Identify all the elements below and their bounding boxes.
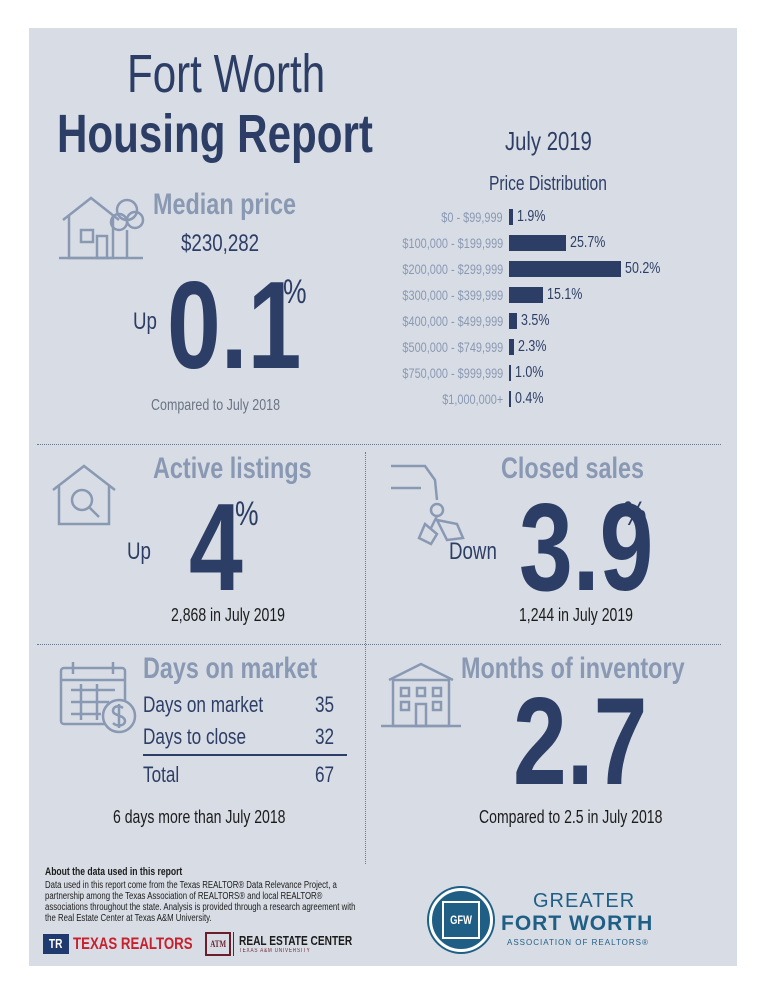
gfw-logo-emblem: GFW	[429, 888, 493, 952]
bar-category-label: $1,000,000+	[441, 391, 503, 407]
report-period: July 2019	[505, 126, 592, 156]
bar-1	[509, 209, 513, 225]
texas-realtors-wordmark: TEXAS REALTORS	[73, 934, 193, 953]
closed-sales-detail: 1,244 in July 2019	[519, 605, 633, 625]
bar-2	[509, 235, 566, 251]
bar-3	[509, 261, 621, 277]
texas-am-logo: ATM	[205, 932, 231, 956]
price-distribution-title: Price Distribution	[489, 173, 607, 195]
divider-top	[37, 444, 721, 445]
bar-category-label: $400,000 - $499,999	[402, 313, 503, 329]
bar-category-label: $300,000 - $399,999	[402, 287, 503, 303]
closed-sales-direction: Down	[449, 538, 497, 565]
real-estate-center-name: REAL ESTATE CENTER	[239, 933, 353, 948]
texas-realtors-logo-mark: TR	[43, 934, 69, 954]
report-sheet: Fort Worth Housing Report July 2019 Medi…	[29, 28, 737, 966]
gfw-emblem-monogram: GFW	[442, 901, 480, 939]
bar-5	[509, 313, 517, 329]
days-on-market-heading: Days on market	[143, 652, 318, 685]
about-title: About the data used in this report	[45, 866, 183, 878]
dtc-row-value: 32	[315, 724, 335, 749]
bar-4	[509, 287, 543, 303]
gfw-line-1: GREATER	[533, 890, 636, 912]
house-search-icon	[49, 460, 119, 530]
about-text: Data used in this report come from the T…	[45, 880, 356, 924]
bar-category-label: $200,000 - $299,999	[402, 261, 503, 277]
inventory-heading: Months of inventory	[461, 652, 685, 685]
active-listings-direction: Up	[127, 538, 151, 565]
title-line-1: Fort Worth	[127, 44, 326, 104]
total-label: Total	[143, 762, 180, 787]
bar-value-label: 2.3%	[518, 338, 547, 355]
bar-category-label: $0 - $99,999	[441, 209, 503, 225]
gfw-line-2: FORT WORTH	[501, 912, 654, 935]
dom-row-value: 35	[315, 692, 335, 717]
inventory-comparison: Compared to 2.5 in July 2018	[479, 807, 663, 827]
closed-sales-percent-sign: %	[623, 495, 647, 533]
divider-middle	[37, 644, 721, 645]
gfw-line-3: ASSOCIATION OF REALTORS®	[507, 938, 649, 947]
bar-7	[509, 365, 511, 381]
bar-8	[509, 391, 511, 407]
active-listings-percent-sign: %	[235, 495, 259, 533]
inventory-value: 2.7	[513, 673, 648, 811]
apartment-building-icon	[379, 660, 463, 732]
dom-row-label: Days on market	[143, 692, 264, 717]
hand-key-icon	[385, 458, 471, 548]
total-value: 67	[315, 762, 335, 787]
bar-6	[509, 339, 514, 355]
bar-value-label: 1.0%	[515, 364, 544, 381]
median-price: $230,282	[181, 230, 260, 257]
median-direction: Up	[133, 308, 157, 335]
active-listings-change-value: 4	[189, 479, 243, 617]
bar-value-label: 50.2%	[625, 260, 661, 277]
logo-separator	[233, 932, 234, 956]
active-listings-detail: 2,868 in July 2019	[171, 605, 285, 625]
median-change-value: 0.1	[167, 257, 302, 395]
bar-value-label: 15.1%	[547, 286, 583, 303]
bar-value-label: 3.5%	[521, 312, 550, 329]
bar-value-label: 1.9%	[517, 208, 546, 225]
closed-sales-change-value: 3.9	[519, 479, 654, 617]
median-heading: Median price	[153, 188, 297, 221]
price-distribution-chart: $0 - $99,999 1.9% $100,000 - $199,999 25.7%…	[359, 208, 699, 408]
bar-value-label: 25.7%	[570, 234, 606, 251]
dtc-row-label: Days to close	[143, 724, 247, 749]
bar-category-label: $750,000 - $999,999	[402, 365, 503, 381]
real-estate-center-sub: TEXAS A&M UNIVERSITY	[239, 948, 311, 954]
bar-value-label: 0.4%	[515, 390, 544, 407]
median-percent-sign: %	[283, 273, 307, 311]
calendar-dollar-icon	[57, 660, 139, 736]
closed-sales-heading: Closed sales	[501, 452, 645, 485]
total-rule	[143, 754, 347, 756]
bar-category-label: $100,000 - $199,999	[402, 235, 503, 251]
divider-vertical	[365, 452, 366, 864]
active-listings-heading: Active listings	[153, 452, 312, 485]
median-comparison: Compared to July 2018	[151, 397, 281, 414]
bar-category-label: $500,000 - $749,999	[402, 339, 503, 355]
house-tree-icon	[57, 190, 147, 262]
days-comparison: 6 days more than July 2018	[113, 807, 286, 827]
title-line-2: Housing Report	[57, 104, 373, 164]
